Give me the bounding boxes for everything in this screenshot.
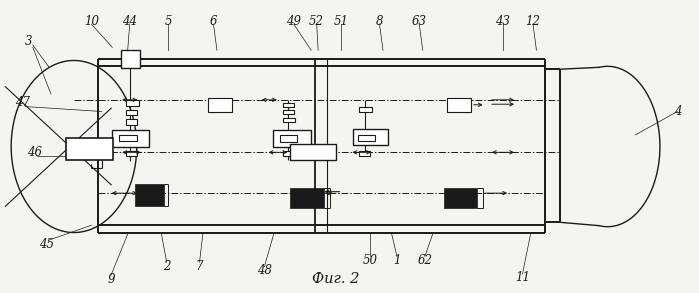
Bar [120,135,137,141]
Bar [127,100,139,106]
Bar [121,50,140,68]
Text: 8: 8 [376,15,383,28]
Text: 7: 7 [196,260,203,272]
Bar [126,119,137,125]
Bar [283,110,294,115]
Text: 48: 48 [257,264,272,277]
Bar [282,117,295,122]
Text: 2: 2 [163,260,171,272]
Bar [135,184,164,206]
Bar [280,135,297,142]
Text: 63: 63 [412,15,427,28]
Text: 45: 45 [38,238,54,251]
Text: 3: 3 [25,35,32,48]
Text: 46: 46 [27,146,42,159]
Text: 6: 6 [210,15,217,28]
Text: 51: 51 [333,15,349,28]
Text: 12: 12 [526,15,540,28]
Text: 11: 11 [515,271,530,284]
Text: 50: 50 [363,254,378,267]
Text: 4: 4 [674,105,681,118]
Bar [126,151,137,156]
Bar [358,135,375,141]
Bar [283,103,294,107]
Text: 9: 9 [107,273,115,286]
Text: 49: 49 [286,15,301,28]
Bar [66,138,113,160]
Text: 43: 43 [496,15,510,28]
Text: 47: 47 [15,96,31,109]
Bar [273,130,311,146]
Bar [359,108,372,112]
Bar [208,98,231,112]
Bar [353,129,388,145]
Bar [283,151,294,156]
Bar [444,188,477,208]
Text: 52: 52 [309,15,324,28]
Text: 5: 5 [164,15,172,28]
Bar [290,188,324,208]
Text: 1: 1 [394,254,401,267]
Bar [126,110,137,115]
Text: Фиг. 2: Фиг. 2 [312,272,359,287]
Text: 62: 62 [417,254,433,267]
Text: 10: 10 [84,15,99,28]
Bar [290,144,336,160]
Bar [359,151,370,156]
Text: 44: 44 [122,15,137,28]
Bar [113,130,149,146]
Bar [447,98,471,112]
